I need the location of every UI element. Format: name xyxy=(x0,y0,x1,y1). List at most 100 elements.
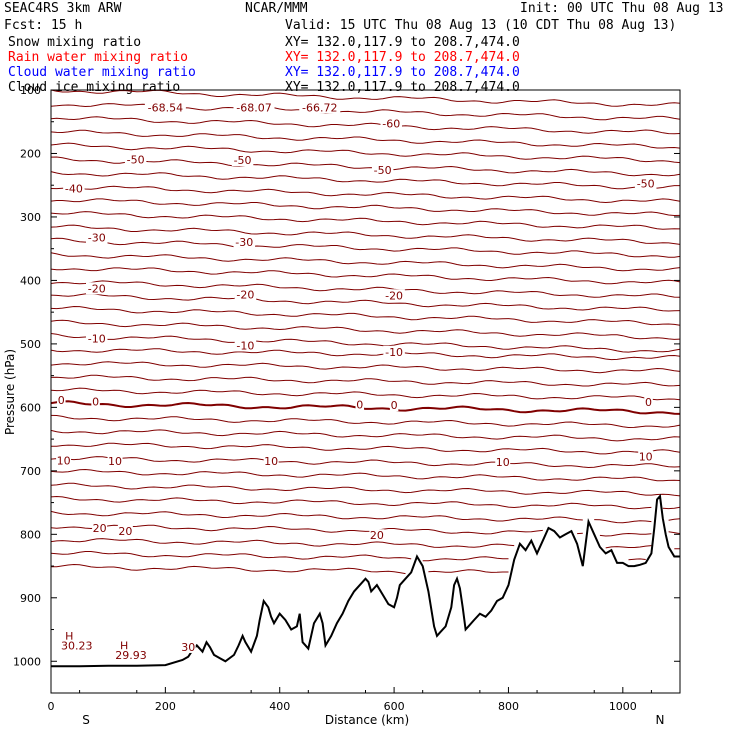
y-tick-label: 800 xyxy=(20,528,41,541)
contour-label: 10 xyxy=(57,454,71,467)
isotherm-line xyxy=(50,185,681,204)
isotherm-line xyxy=(50,495,681,510)
contour-label: 10 xyxy=(264,455,278,468)
contour-label-bg xyxy=(85,332,108,345)
contour-label: -10 xyxy=(88,332,106,345)
y-axis-title: Pressure (hPa) xyxy=(3,349,17,435)
isotherm-line xyxy=(50,293,681,312)
isotherm-line xyxy=(50,129,681,149)
contour-label: 30.23 xyxy=(61,640,93,653)
legend-cloud-water-label: Cloud water mixing ratio xyxy=(8,65,196,80)
contour-label-bg xyxy=(91,395,100,408)
x-axis-title: Distance (km) xyxy=(325,713,409,727)
isotherm-line xyxy=(50,198,681,217)
model-title: SEAC4RS 3km ARW xyxy=(4,1,122,16)
contour-label: 0 xyxy=(58,394,65,407)
contour-label-bg xyxy=(263,454,279,467)
south-end-label: S xyxy=(82,713,90,727)
contour-label-bg xyxy=(638,450,654,463)
contour-label: -30 xyxy=(88,232,106,245)
contour-label-bg xyxy=(180,640,196,653)
contour-label-bg xyxy=(107,454,123,467)
contour-label-bg xyxy=(59,639,94,652)
x-tick-label: 1000 xyxy=(609,700,637,713)
contour-labels: -68.54 -68.07 -66.72 -60 -50 -50 -50 -50 -40 -30 -… xyxy=(56,101,657,662)
isotherm-line xyxy=(50,400,681,415)
contour-label-bg xyxy=(144,101,186,114)
contour-label: H xyxy=(65,630,73,643)
y-tick-label: 1000 xyxy=(13,655,41,668)
x-tick-label: 0 xyxy=(48,700,55,713)
contour-label: -50 xyxy=(234,154,252,167)
isotherm-line xyxy=(50,387,681,401)
contour-label-bg xyxy=(63,182,85,195)
legend-rain-label: Rain water mixing ratio xyxy=(8,50,189,65)
contour-label: 20 xyxy=(370,529,384,542)
terrain-line xyxy=(51,493,680,668)
contour-label-bg xyxy=(231,154,254,167)
contour-label-bg xyxy=(92,522,108,535)
isotherm-line xyxy=(50,252,681,272)
isotherm-line xyxy=(50,116,681,135)
contour-label-bg xyxy=(113,649,149,662)
contour-label: -66.72 xyxy=(302,101,337,114)
contour-label: 20 xyxy=(93,522,107,535)
valid-time: Valid: 15 UTC Thu 08 Aug 13 (10 CDT Thu … xyxy=(285,18,677,33)
isotherm-line xyxy=(50,414,681,429)
contour-label: -10 xyxy=(385,346,403,359)
isotherm-line xyxy=(50,524,681,537)
y-tick-label: 300 xyxy=(20,211,41,224)
contour-label: -10 xyxy=(236,339,254,352)
legend-snow-xy: XY= 132.0,117.9 to 208.7,474.0 xyxy=(285,35,520,50)
isotherm-line xyxy=(50,468,681,482)
contour-label-bg xyxy=(85,282,108,295)
y-tick-label: 400 xyxy=(20,274,41,287)
isotherm-line xyxy=(50,319,681,340)
isotherm-line xyxy=(50,267,681,285)
contour-label: 0 xyxy=(92,395,99,408)
contour-label: -68.54 xyxy=(148,101,183,114)
legend-cloud-water-xy: XY= 132.0,117.9 to 208.7,474.0 xyxy=(285,65,520,80)
isotherm-line xyxy=(50,280,681,298)
contour-label-bg xyxy=(634,177,657,190)
contour-label-bg xyxy=(234,339,257,352)
contour-label: 10 xyxy=(496,456,510,469)
contour-label: 30 xyxy=(181,641,195,654)
isotherm-line xyxy=(50,224,681,245)
legend-cloud-ice-xy: XY= 132.0,117.9 to 208.7,474.0 xyxy=(285,80,520,95)
isotherm-line xyxy=(50,551,646,562)
isotherm-line xyxy=(50,142,681,164)
contour-label-bg xyxy=(56,454,72,467)
y-tick-label: 500 xyxy=(20,338,41,351)
contour-label-bg xyxy=(233,235,256,248)
contour-label: 29.93 xyxy=(115,649,147,662)
contour-label: 20 xyxy=(118,525,132,538)
contour-label: -30 xyxy=(235,236,253,249)
isotherm-line xyxy=(50,429,681,442)
y-tick-label: 700 xyxy=(20,465,41,478)
isotherm-line xyxy=(50,171,680,190)
isotherm-line xyxy=(50,305,681,326)
isotherm-line xyxy=(50,211,681,230)
isotherm-line xyxy=(50,442,681,455)
forecast-hour: Fcst: 15 h xyxy=(4,18,83,33)
contour-label-bg xyxy=(299,101,341,114)
contour-label: -20 xyxy=(385,289,403,302)
contour-label: -50 xyxy=(374,164,392,177)
contour-label-bg xyxy=(117,524,133,537)
contour-label-bg xyxy=(380,117,402,130)
contour-label-bg xyxy=(355,398,365,411)
isotherm-line xyxy=(50,348,681,361)
x-tick-label: 800 xyxy=(498,700,519,713)
contour-label: -50 xyxy=(637,178,655,191)
contour-label-bg xyxy=(119,639,129,652)
y-tick-label: 600 xyxy=(20,401,41,414)
contour-label: -60 xyxy=(382,117,400,130)
isotherm-line xyxy=(50,156,681,177)
isotherm-line xyxy=(50,237,681,258)
contour-label: 0 xyxy=(356,398,363,411)
contour-label-bg xyxy=(85,231,108,244)
contour-label-bg xyxy=(644,395,653,408)
contour-label: H xyxy=(120,640,128,653)
isotherm-line xyxy=(50,538,680,550)
